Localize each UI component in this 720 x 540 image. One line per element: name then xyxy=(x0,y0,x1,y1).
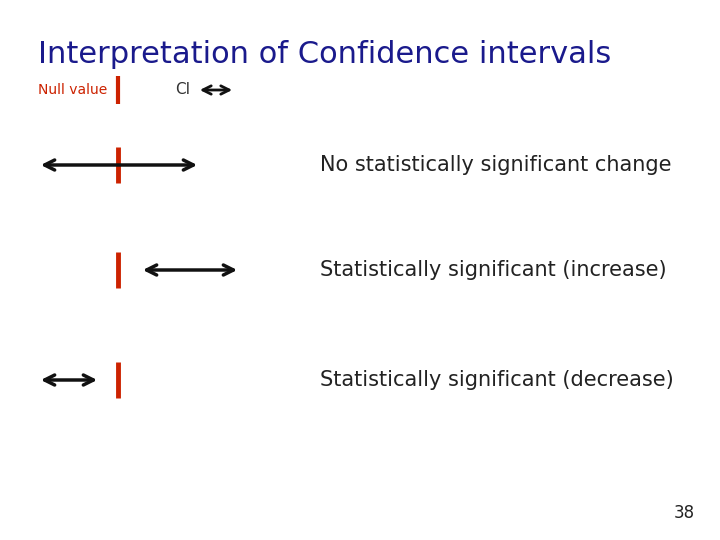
Text: 38: 38 xyxy=(674,504,695,522)
Text: No statistically significant change: No statistically significant change xyxy=(320,155,672,175)
Text: Interpretation of Confidence intervals: Interpretation of Confidence intervals xyxy=(38,40,611,69)
Text: Statistically significant (decrease): Statistically significant (decrease) xyxy=(320,370,674,390)
Text: Null value: Null value xyxy=(38,83,107,97)
Text: Statistically significant (increase): Statistically significant (increase) xyxy=(320,260,667,280)
Text: CI: CI xyxy=(175,83,190,98)
